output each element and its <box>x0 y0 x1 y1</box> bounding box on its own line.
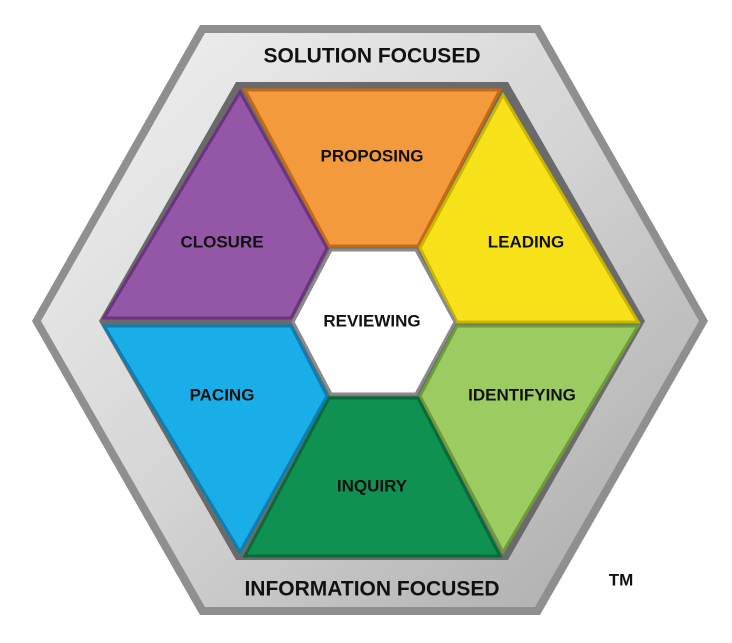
center-hexagon[interactable] <box>291 248 457 396</box>
trademark-mark: TM <box>609 570 634 589</box>
segment-pacing[interactable] <box>101 324 329 555</box>
label-reviewing: REVIEWING <box>323 311 420 330</box>
segment-proposing[interactable] <box>242 88 503 248</box>
label-identifying: IDENTIFYING <box>468 385 576 404</box>
label-closure: CLOSURE <box>180 232 263 251</box>
segment-inquiry[interactable] <box>242 396 503 558</box>
bottom-frame-label: INFORMATION FOCUSED <box>244 578 499 601</box>
label-pacing: PACING <box>190 385 255 404</box>
label-proposing: PROPOSING <box>321 146 424 165</box>
segment-closure[interactable] <box>101 89 329 320</box>
top-frame-label: SOLUTION FOCUSED <box>263 45 480 68</box>
segment-identifying[interactable] <box>418 324 641 556</box>
label-inquiry: INQUIRY <box>337 476 408 495</box>
segment-leading[interactable] <box>418 91 641 324</box>
label-leading: LEADING <box>488 232 565 251</box>
